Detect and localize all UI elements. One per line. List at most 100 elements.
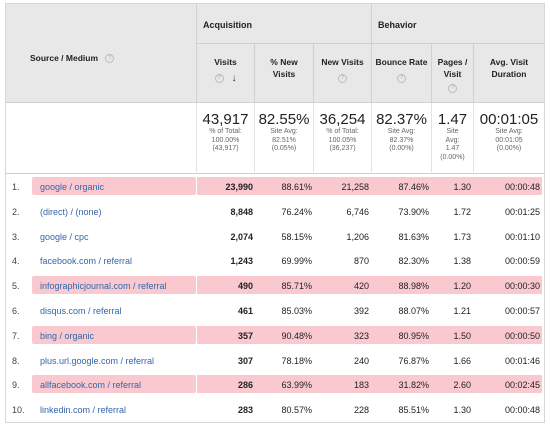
totals-row: 43,917 % of Total: 100.00% (43,917) 82.5… xyxy=(6,102,544,174)
source-medium-link[interactable]: plus.url.google.com / referral xyxy=(40,355,155,366)
source-medium-link[interactable]: infographicjournal.com / referral xyxy=(32,276,196,295)
cell-new-visits: 6,746 xyxy=(346,206,369,217)
table-row: 10. linkedin.com / referral 283 80.57% 228 85… xyxy=(6,397,544,422)
table-row: 4. facebook.com / referral 1,243 69.99% 870 8… xyxy=(6,248,544,273)
row-index: 1. xyxy=(12,182,20,192)
row-index: 9. xyxy=(12,380,20,391)
cell-new-visits-pct: 85.03% xyxy=(281,305,312,316)
col-avg-duration-label: Avg. Visit Duration xyxy=(489,57,529,79)
source-medium-header[interactable]: Source / Medium ? xyxy=(6,4,197,102)
total-pages-visit: 1.47 Site Avg: 1.47 (0.00%) xyxy=(432,103,474,172)
table-row: 6. disqus.com / referral 461 85.03% 392 88.07… xyxy=(6,298,544,323)
table-row: 5. infographicjournal.com / referral 490 85… xyxy=(6,273,544,298)
row-index: 8. xyxy=(12,355,20,366)
help-icon[interactable]: ? xyxy=(397,74,406,84)
cell-avg-duration: 00:01:10 xyxy=(504,231,540,242)
source-medium-link[interactable]: bing / organic xyxy=(32,325,196,344)
cell-bounce-rate: 88.07% xyxy=(398,305,429,316)
cell-visits: 461 xyxy=(237,305,253,316)
cell-bounce-rate: 88.98% xyxy=(398,281,429,292)
total-new-visits: 36,254 % of Total: 100.05% (36,237) xyxy=(314,103,372,172)
cell-new-visits: 21,258 xyxy=(341,182,369,192)
source-medium-link[interactable]: (direct) / (none) xyxy=(40,206,102,217)
row-highlight xyxy=(197,375,542,394)
col-visits-label: Visits xyxy=(214,57,237,67)
cell-avg-duration: 00:00:57 xyxy=(504,305,540,316)
cell-pages-visit: 1.20 xyxy=(453,281,471,292)
acquisition-group: Acquisition xyxy=(197,4,372,44)
cell-bounce-rate: 76.87% xyxy=(398,355,429,366)
col-new-visits-pct[interactable]: % New Visits xyxy=(255,44,314,102)
source-medium-link[interactable]: google / cpc xyxy=(40,231,89,242)
cell-bounce-rate: 87.46% xyxy=(398,182,429,192)
table-row: 2. (direct) / (none) 8,848 76.24% 6,746 73.90… xyxy=(6,199,544,224)
cell-pages-visit: 1.38 xyxy=(453,256,471,267)
row-highlight xyxy=(197,177,542,195)
sort-down-icon[interactable]: ↓ xyxy=(231,73,237,84)
row-highlight xyxy=(197,325,542,344)
total-bounce-rate: 82.37% Site Avg: 82.37% (0.00%) xyxy=(372,103,432,172)
table-row: 1. google / organic 23,990 88.61% 21,258 87.4… xyxy=(6,174,544,199)
row-index: 6. xyxy=(12,305,20,316)
help-icon[interactable]: ? xyxy=(214,74,224,84)
cell-visits: 8,848 xyxy=(230,206,253,217)
cell-avg-duration: 00:00:48 xyxy=(504,405,540,416)
cell-new-visits-pct: 63.99% xyxy=(281,380,312,391)
total-avg-duration: 00:01:05 Site Avg: 00:01:05 (0.00%) xyxy=(479,111,539,152)
cell-new-visits-pct: 80.57% xyxy=(281,405,312,416)
help-icon[interactable]: ? xyxy=(105,54,115,64)
table-row: 3. google / cpc 2,074 58.15% 1,206 81.63% 1.73… xyxy=(6,224,544,249)
cell-avg-duration: 00:00:59 xyxy=(504,256,540,267)
cell-visits: 357 xyxy=(237,330,253,341)
row-index: 2. xyxy=(12,206,20,217)
source-medium-link[interactable]: disqus.com / referral xyxy=(40,305,122,316)
cell-avg-duration: 00:02:45 xyxy=(504,380,540,391)
col-bounce-rate-label: Bounce Rate xyxy=(375,57,428,67)
cell-pages-visit: 1.72 xyxy=(453,206,471,217)
cell-bounce-rate: 31.82% xyxy=(398,380,429,391)
col-pages-visit-label: Pages / Visit xyxy=(437,57,468,79)
cell-visits: 286 xyxy=(237,380,253,391)
cell-visits: 307 xyxy=(237,355,253,366)
total-visits: 43,917 % of Total: 100.00% (43,917) xyxy=(197,103,255,172)
col-new-visits-pct-label: % New Visits xyxy=(270,57,298,79)
cell-new-visits-pct: 58.15% xyxy=(281,231,312,242)
col-avg-duration[interactable]: Avg. Visit Duration xyxy=(474,44,544,102)
source-medium-link[interactable]: allfacebook.com / referral xyxy=(32,375,196,394)
cell-new-visits-pct: 85.71% xyxy=(281,281,312,292)
cell-avg-duration: 00:00:50 xyxy=(504,330,540,341)
analytics-table: Source / Medium ? Acquisition Behavior V… xyxy=(5,3,545,423)
cell-avg-duration: 00:00:30 xyxy=(504,281,540,292)
source-medium-link[interactable]: facebook.com / referral xyxy=(40,256,133,267)
cell-new-visits-pct: 76.24% xyxy=(281,206,312,217)
source-medium-link[interactable]: google / organic xyxy=(32,177,196,195)
cell-avg-duration: 00:00:48 xyxy=(504,182,540,192)
col-new-visits[interactable]: New Visits ? xyxy=(314,44,372,102)
cell-new-visits: 392 xyxy=(353,305,369,316)
source-medium-link[interactable]: linkedin.com / referral xyxy=(40,405,127,416)
cell-new-visits: 240 xyxy=(353,355,369,366)
col-pages-visit[interactable]: Pages / Visit ? xyxy=(432,44,474,102)
cell-pages-visit: 1.73 xyxy=(453,231,471,242)
cell-bounce-rate: 80.95% xyxy=(398,330,429,341)
cell-pages-visit: 1.50 xyxy=(453,330,471,341)
row-index: 4. xyxy=(12,256,20,267)
cell-new-visits-pct: 69.99% xyxy=(281,256,312,267)
cell-visits: 2,074 xyxy=(230,231,253,242)
row-index: 10. xyxy=(12,405,25,416)
cell-avg-duration: 00:01:46 xyxy=(504,355,540,366)
source-medium-label: Source / Medium xyxy=(30,53,99,63)
help-icon[interactable]: ? xyxy=(448,84,457,94)
cell-bounce-rate: 82.30% xyxy=(398,256,429,267)
cell-new-visits: 323 xyxy=(353,330,369,341)
table-row: 9. allfacebook.com / referral 286 63.99% 183… xyxy=(6,372,544,397)
col-visits[interactable]: Visits ? ↓ xyxy=(197,44,255,102)
help-icon[interactable]: ? xyxy=(338,74,347,84)
table-header: Source / Medium ? Acquisition Behavior V… xyxy=(6,4,544,102)
total-new-visits-pct: 82.55% Site Avg: 82.51% (0.05%) xyxy=(255,103,314,172)
col-bounce-rate[interactable]: Bounce Rate ? xyxy=(372,44,432,102)
cell-new-visits: 183 xyxy=(353,380,369,391)
cell-new-visits: 228 xyxy=(353,405,369,416)
cell-bounce-rate: 81.63% xyxy=(398,231,429,242)
cell-new-visits: 420 xyxy=(353,281,369,292)
